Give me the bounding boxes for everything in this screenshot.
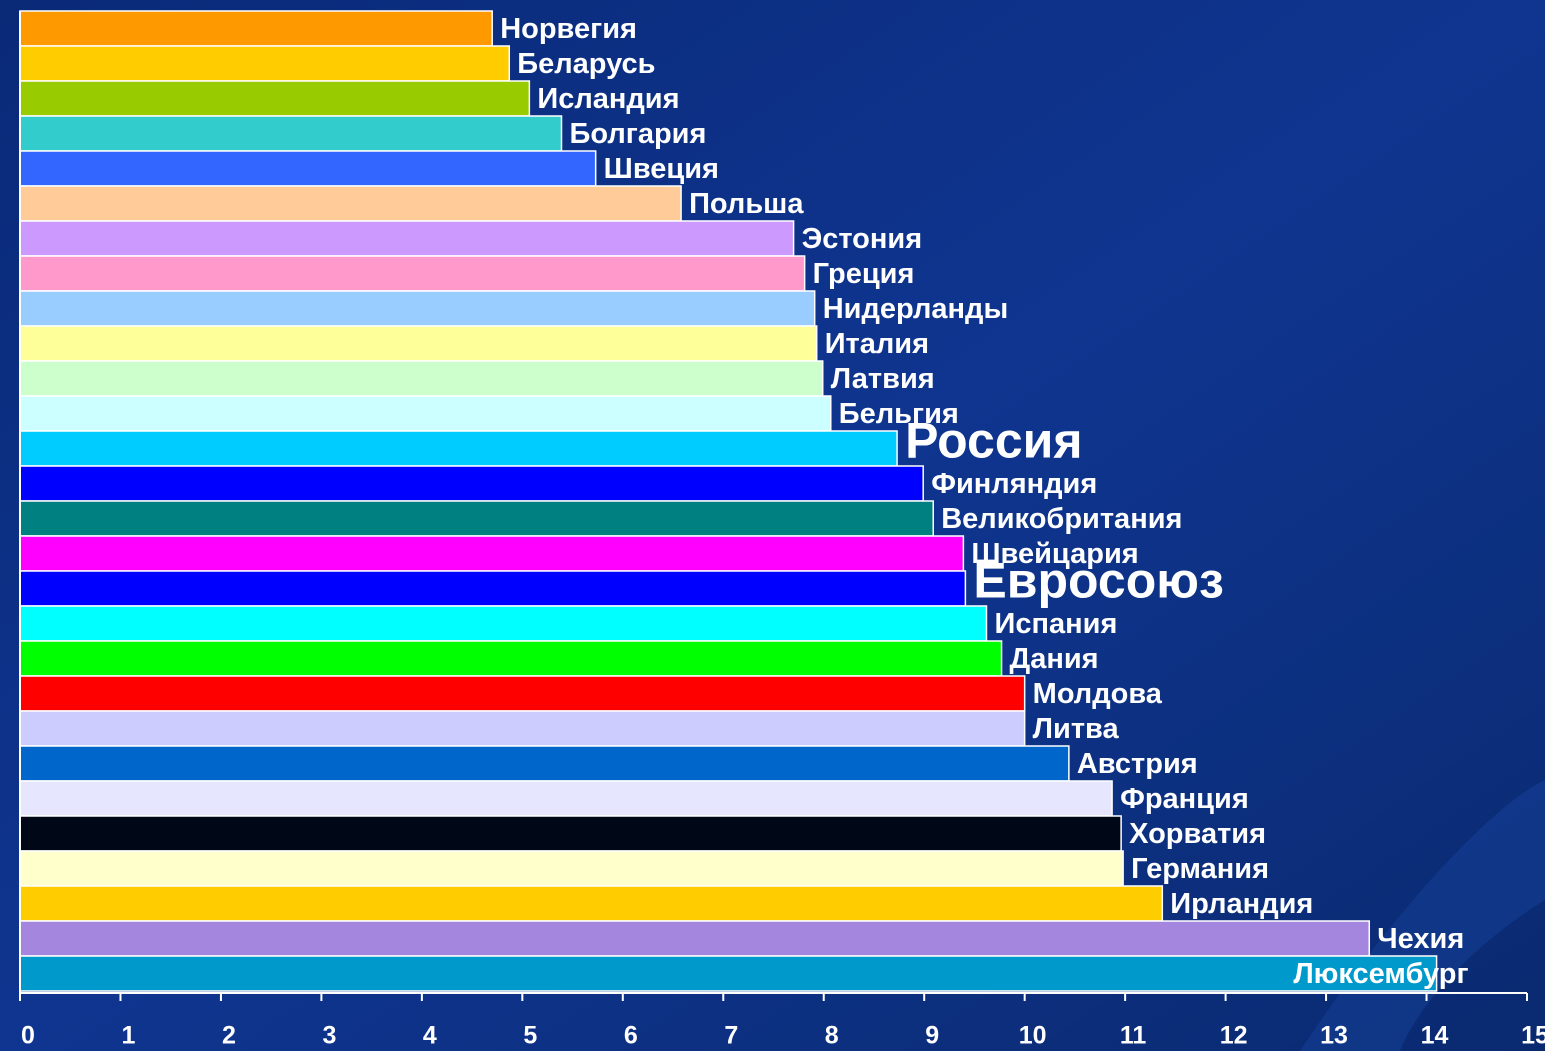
bar	[19, 45, 511, 82]
bar	[19, 850, 1124, 887]
bar-label: Греция	[813, 258, 915, 290]
bar-label: Франция	[1120, 783, 1249, 815]
bar-label: Швейцария	[971, 538, 1138, 570]
bar-label: Дания	[1010, 643, 1099, 675]
bar-label: Хорватия	[1129, 818, 1266, 850]
bar	[19, 500, 934, 537]
x-tick-label: 13	[1320, 1022, 1348, 1050]
highlight-label: Россия	[905, 413, 1083, 469]
bar-label: Эстония	[802, 223, 923, 255]
bar-label: Норвегия	[500, 13, 637, 45]
x-tick-label: 5	[523, 1022, 537, 1050]
bar-label: Польша	[689, 188, 804, 220]
bar-label: Латвия	[831, 363, 935, 395]
x-tick-label: 9	[925, 1022, 939, 1050]
bar	[19, 710, 1026, 747]
x-tick-label: 0	[21, 1022, 35, 1050]
bar	[19, 570, 967, 607]
bar-label: Нидерланды	[823, 293, 1009, 325]
bar-label: Чехия	[1377, 923, 1464, 955]
bar-label: Люксембург	[1293, 958, 1468, 990]
bar-label: Испания	[994, 608, 1117, 640]
bar-label: Беларусь	[517, 48, 655, 80]
x-tick-label: 4	[423, 1022, 437, 1050]
bar	[19, 255, 806, 292]
x-tick-label: 1	[122, 1022, 136, 1050]
bar	[19, 10, 493, 47]
highlight-label: Евросоюз	[973, 553, 1223, 609]
bar	[19, 640, 1003, 677]
x-tick-label: 12	[1220, 1022, 1248, 1050]
bar	[19, 325, 818, 362]
bar	[19, 80, 531, 117]
x-tick-label: 14	[1421, 1022, 1449, 1050]
x-tick-label: 6	[624, 1022, 638, 1050]
x-tick-label: 15	[1521, 1022, 1545, 1050]
x-tick-label: 7	[724, 1022, 738, 1050]
bar	[19, 920, 1371, 957]
bar	[19, 675, 1026, 712]
x-tick-label: 10	[1019, 1022, 1047, 1050]
bar	[19, 745, 1070, 782]
bar	[19, 780, 1113, 817]
bar-label: Исландия	[537, 83, 679, 115]
bar-label: Австрия	[1077, 748, 1198, 780]
x-tick-label: 8	[825, 1022, 839, 1050]
bar	[19, 535, 965, 572]
x-tick-label: 3	[322, 1022, 336, 1050]
bar	[19, 115, 563, 152]
bar-label: Италия	[825, 328, 929, 360]
bar-label: Бельгия	[839, 398, 959, 430]
bar	[19, 430, 898, 467]
bar	[19, 185, 682, 222]
bar-label: Финляндия	[931, 468, 1097, 500]
bar	[19, 220, 795, 257]
x-tick-label: 2	[222, 1022, 236, 1050]
bar-label: Литва	[1033, 713, 1120, 745]
bar-label: Швеция	[604, 153, 719, 185]
bar	[19, 465, 924, 502]
bar-label: Великобритания	[941, 503, 1182, 535]
bar-label: Германия	[1131, 853, 1269, 885]
x-tick-label: 11	[1120, 1022, 1147, 1050]
bar	[19, 955, 1438, 992]
bar-label: Ирландия	[1170, 888, 1313, 920]
bar	[19, 150, 597, 187]
bar	[19, 885, 1164, 922]
bar-label: Болгария	[570, 118, 707, 150]
bar-label: Молдова	[1033, 678, 1163, 710]
bar	[19, 605, 988, 642]
bar	[19, 395, 832, 432]
bar	[19, 360, 824, 397]
bar	[19, 290, 816, 327]
bar	[19, 815, 1122, 852]
